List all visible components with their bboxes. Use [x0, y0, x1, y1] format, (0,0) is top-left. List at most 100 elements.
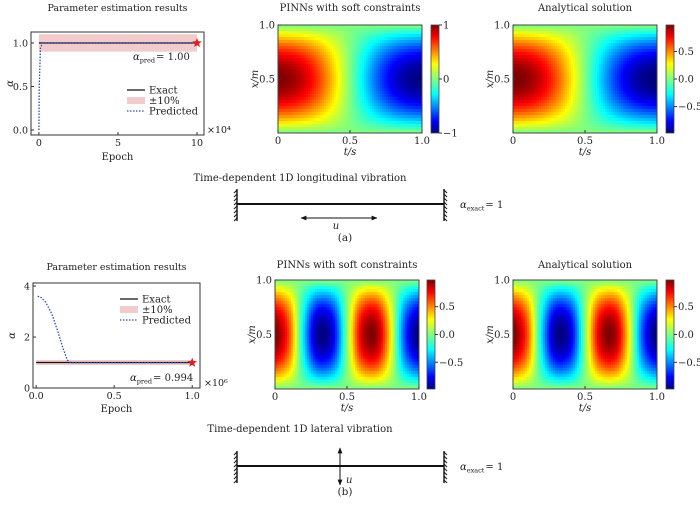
heatmap-cell — [651, 76, 654, 80]
heatmap-cell — [356, 103, 359, 107]
heatmap-cell — [308, 73, 311, 77]
heatmap-cell — [382, 76, 385, 80]
heatmap-cell — [541, 25, 544, 29]
heatmap-cell — [513, 31, 516, 35]
heatmap-cell — [292, 100, 295, 104]
heatmap-cell — [625, 37, 628, 41]
heatmap-cell — [519, 121, 522, 125]
heatmap-cell — [607, 79, 610, 83]
heatmap-cell — [384, 76, 387, 80]
heatmap-cell — [547, 85, 550, 89]
heatmap-cell — [380, 46, 383, 50]
heatmap-cell — [376, 94, 379, 98]
heatmap-cell — [348, 121, 351, 125]
heatmap-cell — [555, 103, 558, 107]
heatmap-cell — [296, 121, 299, 125]
heatmap-cell — [420, 52, 423, 56]
heatmap-cell — [561, 112, 564, 116]
heatmap-cell — [579, 73, 582, 77]
heatmap-cell — [340, 124, 343, 128]
legend-exact-label: Exact — [149, 86, 178, 97]
heatmap-cell — [414, 40, 417, 44]
heatmap-cell — [537, 52, 540, 56]
heatmap-cell — [366, 109, 369, 113]
heatmap-cell — [342, 31, 345, 35]
heatmap-cell — [340, 37, 343, 41]
heatmap-cell — [633, 70, 636, 74]
heatmap-cell — [420, 94, 423, 98]
heatmap-cell — [364, 40, 367, 44]
heatmap-cell — [521, 88, 524, 92]
heatmap-cell — [571, 58, 574, 62]
heatmap-cell — [354, 112, 357, 116]
heatmap-cell — [342, 109, 345, 113]
heatmap-cell — [326, 100, 329, 104]
heatmap-cell — [398, 58, 401, 62]
heatmap-cell — [286, 121, 289, 125]
heatmap-cell — [414, 58, 417, 62]
heatmap-cell — [410, 127, 413, 131]
heatmap-cell — [607, 43, 610, 47]
heatmap-cell — [619, 100, 622, 104]
heatmap-cell — [296, 94, 299, 98]
heatmap-cell — [366, 73, 369, 77]
heatmap-cell — [328, 103, 331, 107]
heatmap-cell — [284, 100, 287, 104]
heatmap-cell — [611, 49, 614, 53]
heatmap-cell — [531, 103, 534, 107]
heatmap-cell — [382, 94, 385, 98]
heatmap-cell — [302, 31, 305, 35]
heatmap-cell — [390, 91, 393, 95]
heatmap-cell — [390, 40, 393, 44]
heatmap-cell — [342, 37, 345, 41]
heatmap-cell — [585, 25, 588, 29]
heatmap-cell — [400, 70, 403, 74]
heatmap-cell — [541, 82, 544, 86]
heatmap-cell — [418, 46, 421, 50]
heatmap-cell — [533, 106, 536, 110]
heatmap-cell — [308, 25, 311, 29]
heatmap-cell — [643, 109, 646, 113]
heatmap-cell — [408, 127, 411, 131]
heatmap-cell — [364, 118, 367, 122]
heatmap-cell — [591, 70, 594, 74]
heatmap-cell — [531, 40, 534, 44]
heatmap-cell — [350, 103, 353, 107]
heatmap-cell — [292, 94, 295, 98]
heatmap-cell — [296, 88, 299, 92]
heatmap-cell — [300, 25, 303, 29]
heatmap-cell — [577, 70, 580, 74]
heatmap-cell — [384, 58, 387, 62]
heatmap-cell — [374, 118, 377, 122]
heatmap-cell — [599, 109, 602, 113]
heatmap-cell — [330, 112, 333, 116]
heatmap-cell — [539, 40, 542, 44]
heatmap-cell — [515, 106, 518, 110]
heatmap-cell — [571, 64, 574, 68]
heatmap-cell — [384, 121, 387, 125]
heatmap-cell — [623, 28, 626, 32]
heatmap-cell — [529, 64, 532, 68]
heatmap-cell — [300, 91, 303, 95]
heatmap-cell — [611, 55, 614, 59]
heatmap-cell — [565, 28, 568, 32]
heatmap-cell — [519, 106, 522, 110]
heatmap-cell — [603, 82, 606, 86]
heatmap-cell — [615, 109, 618, 113]
heatmap-cell — [366, 58, 369, 62]
heatmap-cell — [346, 103, 349, 107]
heatmap-cell — [420, 97, 423, 101]
heatmap-cell — [380, 40, 383, 44]
heatmap-cell — [623, 82, 626, 86]
heatmap-cell — [310, 100, 313, 104]
heatmap-cell — [553, 112, 556, 116]
heatmap-cell — [338, 100, 341, 104]
heatmap-cell — [298, 34, 301, 38]
heatmap-cell — [330, 79, 333, 83]
heatmap-cell — [563, 43, 566, 47]
heatmap-cell — [541, 103, 544, 107]
heatmap-cell — [420, 55, 423, 59]
heatmap-cell — [342, 43, 345, 47]
heatmap-cell — [637, 109, 640, 113]
heatmap-cell — [571, 100, 574, 104]
